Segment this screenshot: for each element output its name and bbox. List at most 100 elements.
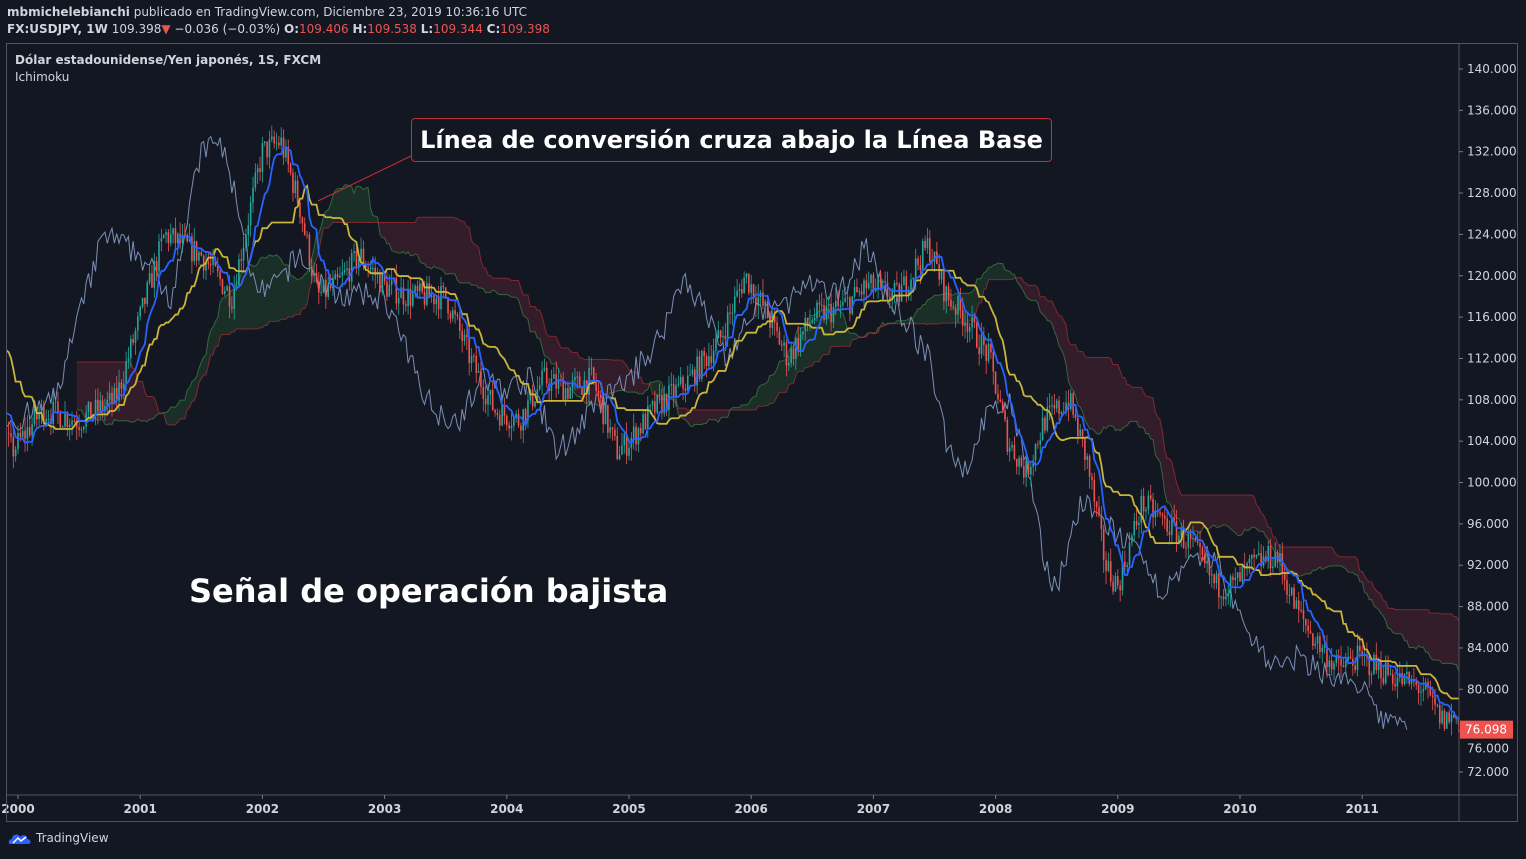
cloud-segment — [1392, 608, 1396, 634]
cloud-segment — [1150, 397, 1154, 440]
price-tick-label: 104.000 — [1467, 434, 1517, 448]
candle-body — [1086, 456, 1089, 460]
candle-body — [303, 223, 306, 235]
candle-body — [980, 335, 983, 355]
candle-body — [1239, 572, 1241, 582]
candle-body — [226, 286, 228, 291]
candle-body — [921, 241, 924, 271]
candle-body — [1359, 645, 1361, 652]
candle-body — [607, 405, 609, 433]
candle-body — [647, 406, 649, 430]
cloud-segment — [840, 311, 843, 347]
candle-body — [1192, 538, 1194, 540]
candle-body — [506, 415, 508, 426]
candle-body — [672, 383, 675, 398]
cloud-segment — [448, 217, 451, 274]
cloud-segment — [290, 275, 293, 318]
price-tick-label: 140.000 — [1467, 62, 1517, 76]
cloud-segment — [363, 188, 366, 223]
cloud-segment — [206, 338, 209, 375]
candle-body — [1032, 460, 1034, 467]
candle-body — [90, 401, 92, 419]
candle-body — [242, 247, 245, 261]
cloud-segment — [1120, 370, 1123, 431]
callout-annotation[interactable]: Línea de conversión cruza abajo la Línea… — [411, 118, 1052, 162]
candle-body — [1417, 684, 1420, 693]
cloud-segment — [166, 410, 169, 425]
cloud-segment — [972, 289, 975, 320]
candle-body — [54, 401, 57, 403]
candle-body — [318, 281, 320, 293]
cloud-segment — [243, 270, 246, 330]
candle-body — [658, 394, 661, 396]
cloud-segment — [560, 347, 564, 381]
cloud-segment — [1319, 546, 1323, 570]
cloud-segment — [1301, 546, 1304, 577]
cloud-segment — [429, 217, 432, 269]
cloud-segment — [450, 217, 453, 274]
candle-body — [1119, 585, 1121, 591]
candle-body — [273, 136, 275, 144]
indicator-label[interactable]: Ichimoku — [15, 70, 70, 84]
cloud-segment — [382, 222, 385, 238]
candle-body — [1168, 531, 1171, 536]
candle-body — [1250, 554, 1253, 559]
cloud-segment — [565, 347, 568, 385]
cloud-segment — [563, 347, 566, 383]
candle-body — [1034, 444, 1037, 461]
candle-body — [45, 419, 47, 424]
cloud-segment — [490, 275, 493, 293]
candle-body — [618, 454, 621, 460]
candle-body — [973, 317, 976, 323]
candle-body — [846, 297, 849, 299]
candle-body — [503, 405, 506, 416]
candle-body — [797, 338, 799, 351]
price-tick-label: 92.000 — [1467, 558, 1509, 572]
cloud-segment — [777, 361, 780, 397]
open-label: O: — [284, 22, 299, 36]
cloud-segment — [1296, 546, 1299, 576]
candle-body — [271, 136, 273, 140]
time-tick-label: 2006 — [734, 802, 767, 816]
candle-body — [1427, 681, 1429, 687]
cloud-segment — [1275, 537, 1278, 554]
candle-body — [207, 262, 210, 265]
candle-body — [1424, 681, 1427, 690]
candle-body — [752, 284, 755, 298]
candle-body — [1361, 651, 1363, 657]
candle-body — [1246, 562, 1248, 568]
candle-body — [1128, 542, 1131, 566]
cloud-segment — [847, 329, 850, 347]
candle-body — [205, 262, 207, 271]
candle-body — [675, 384, 677, 398]
cloud-segment — [852, 333, 855, 340]
cloud-segment — [1409, 609, 1412, 648]
candle-body — [487, 394, 489, 405]
cloud-segment — [1402, 609, 1405, 641]
candle-body — [134, 330, 137, 343]
cloud-segment — [255, 263, 258, 329]
candle-body — [985, 344, 987, 361]
candle-body — [224, 290, 226, 294]
cloud-segment — [1099, 357, 1102, 435]
cloud-segment — [455, 218, 458, 281]
candle-body — [663, 394, 666, 414]
candle-body — [266, 141, 268, 158]
candle-body — [978, 347, 980, 355]
signal-annotation[interactable]: Señal de operación bajista — [189, 572, 669, 610]
cloud-segment — [603, 359, 606, 403]
cloud-segment — [351, 186, 355, 223]
candle-body — [83, 426, 85, 430]
cloud-segment — [1185, 495, 1189, 536]
cloud-segment — [248, 264, 251, 330]
candle-body — [231, 306, 233, 309]
candle-body — [1001, 401, 1004, 411]
cloud-segment — [391, 222, 394, 252]
cloud-segment — [1108, 357, 1111, 426]
candle-body — [322, 279, 325, 293]
candle-body — [209, 264, 212, 266]
candle-body — [263, 141, 266, 144]
cloud-segment — [692, 410, 695, 427]
tradingview-logo[interactable]: TradingView — [8, 831, 109, 845]
